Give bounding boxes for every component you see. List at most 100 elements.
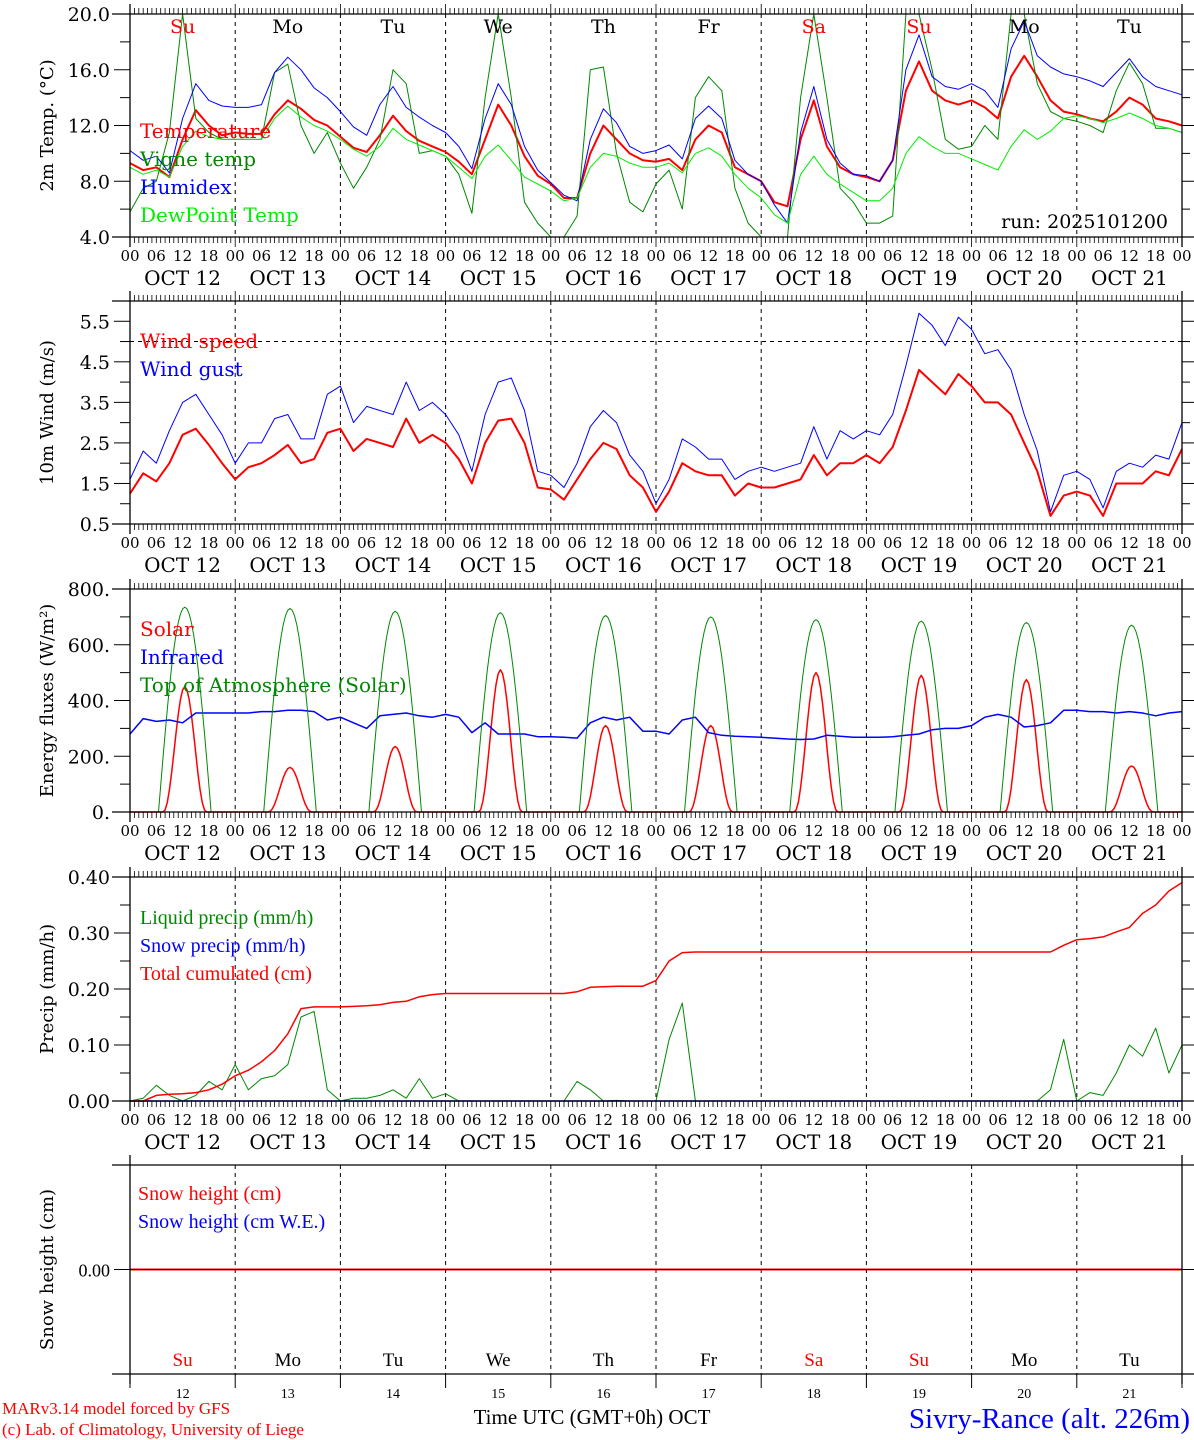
hour-tick-label: 18 (725, 822, 744, 840)
hour-tick-label: 06 (883, 534, 902, 552)
hour-tick-label: 00 (120, 1111, 139, 1129)
hour-tick-label: 12 (1120, 247, 1139, 265)
hour-tick-label: 12 (1120, 534, 1139, 552)
hour-tick-label: 18 (831, 247, 850, 265)
hour-tick-label: 12 (594, 1111, 613, 1129)
hour-tick-label: 00 (1172, 1111, 1191, 1129)
y-tick-label: 3.5 (80, 392, 110, 414)
hour-tick-label: 06 (462, 822, 481, 840)
hour-tick-label: 18 (831, 534, 850, 552)
hour-tick-label: 06 (673, 534, 692, 552)
hour-tick-label: 18 (305, 247, 324, 265)
hour-tick-label: 18 (199, 1111, 218, 1129)
y-axis-label: Energy fluxes (W/m²) (37, 604, 58, 798)
hour-tick-label: 12 (489, 1111, 508, 1129)
weekday-label: We (484, 16, 513, 38)
date-label: OCT 19 (881, 841, 958, 865)
hour-tick-label: 06 (883, 822, 902, 840)
y-tick-label: 5.5 (80, 311, 110, 333)
date-label: OCT 13 (249, 1130, 326, 1154)
hour-tick-label: 06 (252, 247, 271, 265)
hour-tick-label: 12 (173, 534, 192, 552)
hour-tick-label: 00 (962, 247, 981, 265)
hour-ticks (129, 291, 1183, 534)
hour-tick-label: 12 (173, 247, 192, 265)
hour-tick-label: 12 (278, 247, 297, 265)
date-label: OCT 15 (460, 553, 537, 577)
hour-tick-label: 12 (909, 1111, 928, 1129)
hour-tick-label: 00 (1067, 534, 1086, 552)
weekday-label: Mo (272, 16, 303, 38)
date-label: OCT 20 (986, 266, 1063, 290)
y-axis-label: Snow height (cm) (37, 1189, 58, 1350)
hour-tick-label: 06 (568, 534, 587, 552)
y-axis-label: 2m Temp. (°C) (37, 59, 58, 191)
hour-tick-label: 06 (883, 247, 902, 265)
panel-3: 00 06 12 18 00 06 12 18 00 06 12 18 00 06 12 18 00 06 12 18… (37, 579, 1194, 865)
hour-tick-label: 18 (620, 534, 639, 552)
date-label: OCT 16 (565, 841, 642, 865)
day-number-label: 19 (912, 1387, 926, 1402)
y-axis-label: 10m Wind (m/s) (37, 340, 58, 485)
hour-tick-label: 18 (199, 247, 218, 265)
hour-tick-label: 06 (1094, 247, 1113, 265)
y-tick-label: 20.0 (68, 4, 110, 26)
y-tick-label: 12.0 (68, 116, 110, 138)
footer-credit: (c) Lab. of Climatology, University of L… (2, 1420, 304, 1439)
hour-tick-label: 12 (909, 534, 928, 552)
hour-tick-label: 06 (673, 1111, 692, 1129)
y-tick-label: 0. (92, 802, 110, 824)
hour-tick-label: 12 (804, 822, 823, 840)
hour-tick-label: 06 (357, 247, 376, 265)
hour-tick-label: 18 (936, 1111, 955, 1129)
legend-entry: Total cumulated (cm) (140, 963, 312, 985)
date-label: OCT 17 (670, 553, 747, 577)
date-label: OCT 14 (355, 266, 432, 290)
y-tick-label: 600. (68, 635, 110, 657)
hour-tick-label: 00 (541, 534, 560, 552)
hour-tick-label: 06 (357, 1111, 376, 1129)
weekday-label: Su (909, 1350, 930, 1371)
hour-tick-label: 12 (1120, 1111, 1139, 1129)
panel-2: 00 06 12 18 00 06 12 18 00 06 12 18 00 06 12 18 00 06 12 18… (37, 291, 1194, 577)
hour-tick-label: 06 (568, 1111, 587, 1129)
hour-tick-label: 00 (1172, 822, 1191, 840)
hour-tick-label: 00 (541, 822, 560, 840)
date-label: OCT 21 (1091, 266, 1168, 290)
hour-tick-label: 12 (1015, 247, 1034, 265)
hour-tick-label: 00 (1067, 1111, 1086, 1129)
hour-tick-label: 18 (1041, 1111, 1060, 1129)
date-label: OCT 12 (144, 1130, 221, 1154)
legend-entry: Snow height (cm W.E.) (138, 1211, 325, 1233)
hour-tick-label: 00 (646, 1111, 665, 1129)
hour-tick-label: 06 (147, 534, 166, 552)
hour-tick-label: 00 (962, 822, 981, 840)
hour-tick-label: 00 (1067, 247, 1086, 265)
hour-tick-label: 12 (1120, 822, 1139, 840)
day-number-label: 18 (807, 1387, 821, 1402)
hour-tick-label: 18 (515, 247, 534, 265)
y-tick-label: 0.20 (68, 979, 110, 1001)
hour-tick-label: 00 (646, 534, 665, 552)
legend-entry: Top of Atmosphere (Solar) (140, 673, 407, 697)
hour-tick-label: 00 (752, 247, 771, 265)
hour-tick-label: 06 (462, 247, 481, 265)
date-label: OCT 18 (775, 1130, 852, 1154)
date-label: OCT 18 (775, 266, 852, 290)
date-label: OCT 14 (355, 553, 432, 577)
hour-tick-label: 00 (226, 822, 245, 840)
hour-tick-label: 00 (331, 534, 350, 552)
y-tick-label: 0.5 (80, 514, 110, 536)
hour-tick-label: 12 (804, 247, 823, 265)
hour-tick-label: 12 (278, 822, 297, 840)
hour-tick-label: 00 (331, 822, 350, 840)
hour-tick-label: 00 (436, 822, 455, 840)
hour-tick-label: 12 (1015, 1111, 1034, 1129)
panel-4: 00 06 12 18 00 06 12 18 00 06 12 18 00 06 12 18 00 06 12 18… (37, 867, 1194, 1154)
y-tick-label: 8.0 (80, 171, 110, 193)
hour-tick-label: 06 (252, 1111, 271, 1129)
hour-tick-label: 18 (831, 822, 850, 840)
date-label: OCT 21 (1091, 553, 1168, 577)
hour-tick-label: 12 (804, 1111, 823, 1129)
weekday-label: Th (593, 1350, 615, 1371)
